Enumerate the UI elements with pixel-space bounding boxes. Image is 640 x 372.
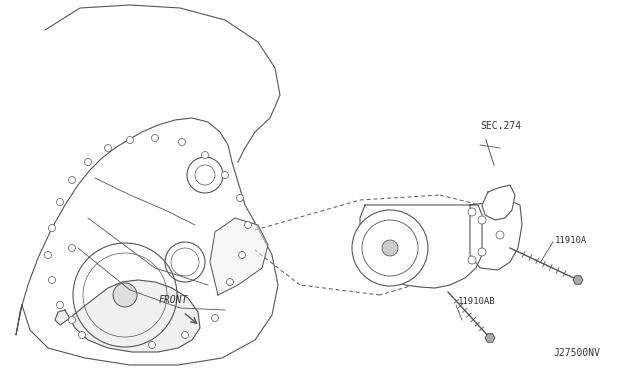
Circle shape: [237, 195, 243, 202]
Text: J27500NV: J27500NV: [553, 348, 600, 358]
Circle shape: [496, 231, 504, 239]
Circle shape: [478, 248, 486, 256]
Circle shape: [84, 158, 92, 166]
Polygon shape: [573, 276, 583, 284]
Circle shape: [227, 279, 234, 285]
Circle shape: [148, 341, 156, 349]
Circle shape: [56, 301, 63, 308]
Circle shape: [113, 283, 137, 307]
Text: FRONT: FRONT: [158, 295, 188, 305]
Circle shape: [179, 138, 186, 145]
Polygon shape: [470, 200, 522, 270]
Circle shape: [45, 251, 51, 259]
Circle shape: [211, 314, 218, 321]
Circle shape: [56, 199, 63, 205]
Circle shape: [221, 171, 228, 179]
Circle shape: [478, 216, 486, 224]
Circle shape: [68, 244, 76, 251]
Circle shape: [68, 317, 76, 324]
Polygon shape: [485, 334, 495, 342]
Circle shape: [239, 251, 246, 259]
Circle shape: [127, 137, 134, 144]
Circle shape: [468, 256, 476, 264]
Circle shape: [244, 221, 252, 228]
Circle shape: [49, 224, 56, 231]
Circle shape: [79, 331, 86, 339]
Circle shape: [382, 240, 398, 256]
Text: 11910A: 11910A: [555, 235, 588, 244]
Circle shape: [352, 210, 428, 286]
Text: SEC.274: SEC.274: [480, 121, 521, 131]
Text: 11910AB: 11910AB: [458, 298, 495, 307]
Circle shape: [202, 151, 209, 158]
Polygon shape: [482, 185, 515, 220]
Polygon shape: [55, 280, 200, 352]
Circle shape: [104, 144, 111, 151]
Circle shape: [152, 135, 159, 141]
Circle shape: [182, 331, 189, 339]
Polygon shape: [16, 118, 278, 365]
Polygon shape: [360, 205, 482, 288]
Circle shape: [468, 208, 476, 216]
Circle shape: [49, 276, 56, 283]
Circle shape: [68, 176, 76, 183]
Polygon shape: [210, 218, 268, 295]
